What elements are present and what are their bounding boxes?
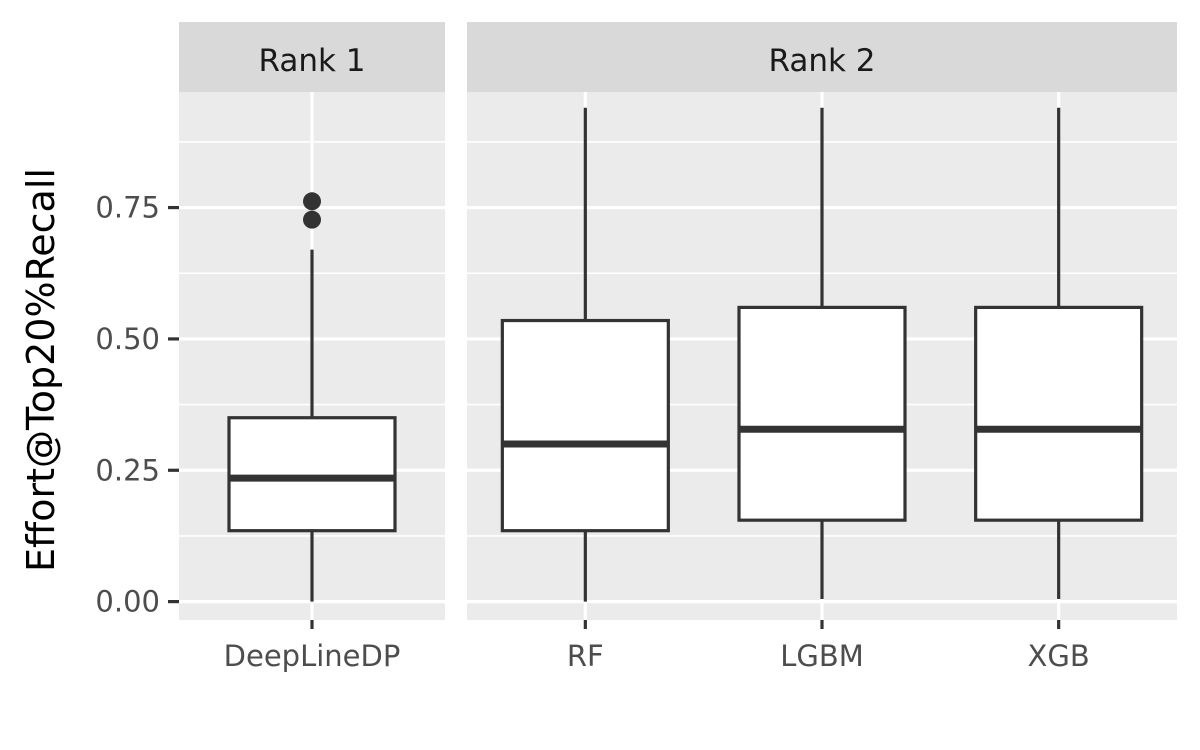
box-deeplinedp [227,192,397,602]
y-axis: 0.00 0.25 0.50 0.75 [95,191,179,619]
facet-strip-label: Rank 1 [258,43,365,79]
y-tick-label: 0.50 [95,322,160,356]
y-tick-label: 0.00 [95,585,160,619]
iqr-box [974,305,1144,522]
y-tick-label: 0.75 [95,191,160,225]
x-tick-label: RF [567,639,604,673]
facet-panels: Rank 1 DeepLineDP Rank 2 RF LGBM XGB [179,22,1177,673]
y-tick-label: 0.25 [95,453,160,487]
facet-panel: Rank 1 DeepLineDP [179,22,445,673]
x-tick-label: LGBM [780,639,864,673]
outlier-point [303,210,321,229]
box-xgb [974,107,1144,599]
facet-strip [467,22,1177,92]
iqr-box [737,305,907,522]
box-rf [500,107,670,602]
iqr-box [227,416,397,533]
outlier-point [303,192,321,211]
iqr-box [500,318,670,533]
x-tick-label: DeepLineDP [224,639,401,673]
facet-panel: Rank 2 RF LGBM XGB [467,22,1177,673]
y-axis-title: Effort@Top20%Recall [19,168,63,572]
x-tick-label: XGB [1028,639,1090,673]
box-lgbm [737,107,907,599]
facet-strip [179,22,445,92]
facet-strip-label: Rank 2 [768,43,875,79]
